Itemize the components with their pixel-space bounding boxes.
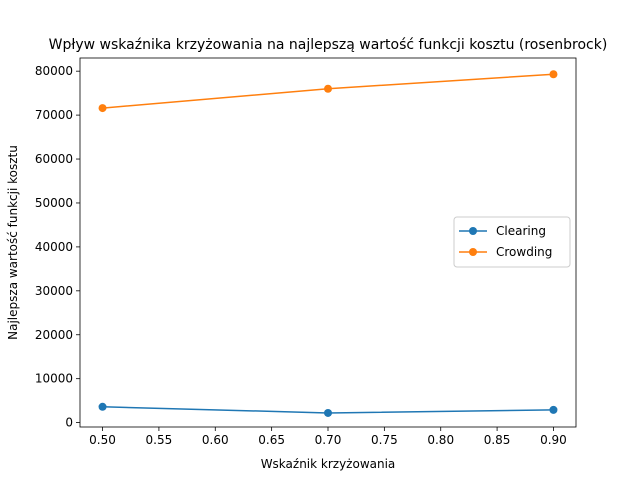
x-tick-label: 0.85 xyxy=(484,433,511,447)
data-point-clearing xyxy=(98,402,107,411)
y-tick-label: 0 xyxy=(65,416,73,430)
legend-box xyxy=(453,216,571,268)
plot-frame xyxy=(79,57,577,428)
x-tick-label: 0.55 xyxy=(146,433,173,447)
x-tick-label: 0.60 xyxy=(202,433,229,447)
x-tick-label: 0.90 xyxy=(540,433,567,447)
x-axis-label: Wskaźnik krzyżowania xyxy=(261,457,396,471)
data-point-crowding xyxy=(324,84,332,93)
legend: Clearing Crowding xyxy=(453,216,571,268)
y-tick-label: 80000 xyxy=(35,64,73,78)
y-tick-label: 10000 xyxy=(35,372,73,386)
x-tick-label: 0.70 xyxy=(315,433,342,447)
y-tick-label: 20000 xyxy=(35,328,73,342)
data-point-clearing xyxy=(549,405,558,414)
x-tick-label: 0.50 xyxy=(89,433,116,447)
y-tick-label: 70000 xyxy=(35,108,73,122)
legend-marker-crowding xyxy=(469,248,477,256)
chart-title: Wpływ wskaźnika krzyżowania na najlepszą… xyxy=(49,37,608,53)
x-tick-label: 0.75 xyxy=(371,433,398,447)
y-tick-label: 60000 xyxy=(35,152,73,166)
legend-label-clearing: Clearing xyxy=(496,224,546,238)
y-tick-label: 30000 xyxy=(35,284,73,298)
legend-label-crowding: Crowding xyxy=(496,245,552,259)
data-point-crowding xyxy=(549,70,558,79)
y-tick-label: 40000 xyxy=(35,240,73,254)
y-axis-label: Najlepsza wartość funkcji kosztu xyxy=(6,145,20,340)
plot-layer: 0.50 0.55 0.60 0.65 0.70 0.75 0.80 0.85 0.90 0 100… xyxy=(35,57,577,447)
x-tick-label: 0.80 xyxy=(427,433,454,447)
y-tick-label: 50000 xyxy=(35,196,73,210)
legend-marker-clearing xyxy=(469,227,477,235)
data-point-clearing xyxy=(324,408,332,417)
x-tick-label: 0.65 xyxy=(258,433,285,447)
data-point-crowding xyxy=(98,104,107,113)
